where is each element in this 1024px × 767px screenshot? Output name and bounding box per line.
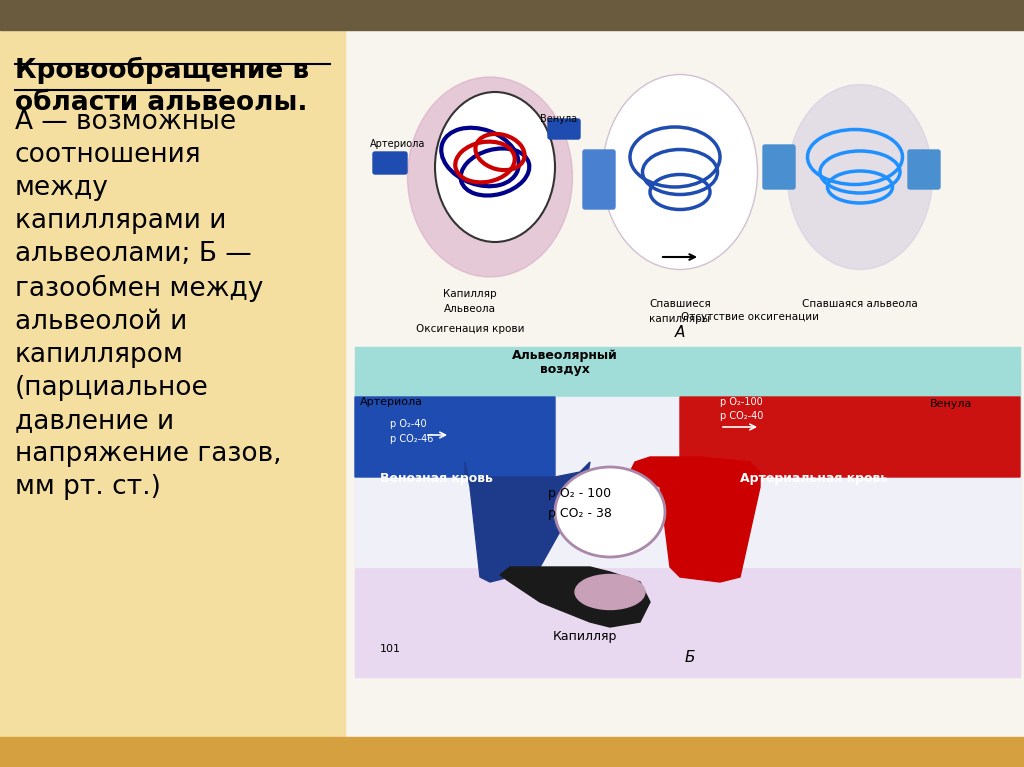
Text: р СО₂-46: р СО₂-46 — [390, 434, 433, 444]
Text: Оксигенация крови: Оксигенация крови — [416, 324, 524, 334]
Text: Б: Б — [685, 650, 695, 665]
Text: Капилляр: Капилляр — [443, 289, 497, 299]
Text: Отсутствие оксигенации: Отсутствие оксигенации — [681, 312, 819, 322]
Text: р О₂-100: р О₂-100 — [720, 397, 763, 407]
Text: воздух: воздух — [540, 363, 590, 376]
Text: Спавшаяся альвеола: Спавшаяся альвеола — [802, 299, 918, 309]
Bar — [345, 30, 1024, 737]
Ellipse shape — [575, 574, 645, 610]
Polygon shape — [465, 462, 590, 582]
FancyBboxPatch shape — [908, 150, 940, 189]
Bar — [355, 347, 1020, 397]
Text: Альвеолярный: Альвеолярный — [512, 349, 617, 362]
FancyBboxPatch shape — [355, 397, 555, 477]
Ellipse shape — [787, 84, 933, 269]
Polygon shape — [625, 457, 760, 582]
Ellipse shape — [408, 77, 572, 277]
Text: Спавшиеся: Спавшиеся — [649, 299, 711, 309]
FancyBboxPatch shape — [763, 145, 795, 189]
Text: Венозная кровь: Венозная кровь — [380, 472, 493, 485]
Text: Артериола: Артериола — [360, 397, 423, 407]
FancyBboxPatch shape — [583, 150, 615, 209]
Text: р СО₂-40: р СО₂-40 — [720, 411, 763, 421]
Text: Альвеола: Альвеола — [444, 304, 496, 314]
Text: р СО₂ - 38: р СО₂ - 38 — [548, 507, 612, 520]
Bar — [355, 397, 1020, 567]
Text: А: А — [675, 325, 685, 340]
Ellipse shape — [435, 92, 555, 242]
Text: А — возможные
соотношения
между
капиллярами и
альвеолами; Б —
газообмен между
ал: А — возможные соотношения между капилляр… — [15, 109, 282, 499]
Ellipse shape — [602, 74, 758, 269]
Polygon shape — [500, 567, 650, 627]
Bar — [0, 737, 1024, 767]
FancyBboxPatch shape — [680, 397, 1020, 477]
Text: капилляры: капилляры — [649, 314, 711, 324]
Text: Артериальная кровь: Артериальная кровь — [740, 472, 888, 485]
Bar — [0, 30, 345, 737]
Text: 101: 101 — [380, 644, 401, 654]
Text: Венула: Венула — [540, 114, 578, 124]
Ellipse shape — [555, 467, 665, 557]
Text: Кровообращение в
области альвеолы.: Кровообращение в области альвеолы. — [15, 57, 309, 117]
Text: Артериола: Артериола — [370, 139, 425, 149]
FancyBboxPatch shape — [548, 119, 580, 139]
Text: Капилляр: Капилляр — [553, 630, 617, 643]
Bar — [355, 367, 1020, 677]
Text: р О₂-40: р О₂-40 — [390, 419, 427, 429]
FancyBboxPatch shape — [373, 152, 407, 174]
Bar — [0, 0, 1024, 30]
Text: р О₂ - 100: р О₂ - 100 — [549, 487, 611, 500]
Text: Венула: Венула — [930, 399, 973, 409]
